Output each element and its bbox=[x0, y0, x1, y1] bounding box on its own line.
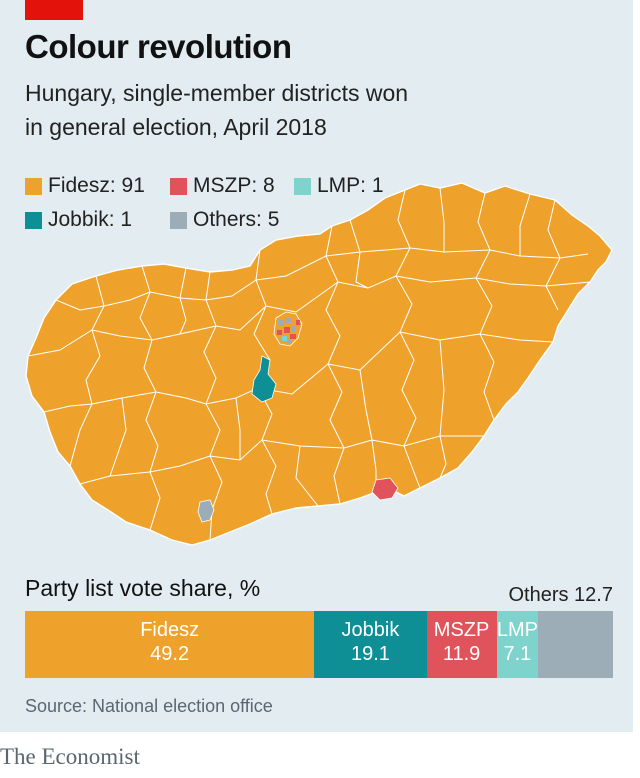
bar-segment-lmp: LMP 7.1 bbox=[496, 611, 539, 678]
bar-value-mszp: 11.9 bbox=[442, 643, 481, 665]
accent-bar bbox=[25, 0, 83, 20]
mszp-district-szeged bbox=[371, 477, 399, 501]
legend-item-lmp: LMP: 1 bbox=[294, 174, 384, 198]
source-note: Source: National election office bbox=[25, 696, 273, 716]
vote-share-title: Party list vote share, % bbox=[25, 575, 261, 601]
budapest-others-3 bbox=[291, 326, 296, 332]
legend-item-others: Others: 5 bbox=[170, 208, 279, 232]
publisher-logo: The Economist bbox=[0, 744, 140, 769]
legend-swatch-jobbik bbox=[25, 211, 42, 229]
budapest-mszp-1 bbox=[284, 327, 290, 333]
bar-segment-fidesz: Fidesz 49.2 bbox=[25, 611, 315, 678]
bar-value-fidesz: 49.2 bbox=[150, 643, 190, 665]
legend-item-jobbik: Jobbik: 1 bbox=[25, 208, 132, 232]
others-share-label: Others 12.7 bbox=[508, 584, 613, 606]
chart-card: Colour revolution Hungary, single-member… bbox=[0, 0, 633, 732]
legend-item-fidesz: Fidesz: 91 bbox=[25, 174, 145, 198]
hungary-district-map bbox=[25, 182, 613, 546]
legend-label-others: Others: 5 bbox=[193, 208, 280, 231]
legend-swatch-mszp bbox=[170, 177, 187, 195]
vote-share-bar: Fidesz 49.2 Jobbik 19.1 MSZP 11.9 LMP 7.1 bbox=[25, 611, 613, 678]
subtitle-line-1: Hungary, single-member districts won bbox=[25, 80, 409, 106]
bar-value-lmp: 7.1 bbox=[503, 643, 532, 665]
legend-label-lmp: LMP: 1 bbox=[317, 174, 384, 197]
budapest-others-4 bbox=[288, 340, 292, 344]
bar-segment-mszp: MSZP 11.9 bbox=[426, 611, 497, 678]
legend-swatch-others bbox=[170, 211, 187, 229]
legend-item-mszp: MSZP: 8 bbox=[170, 174, 275, 198]
bar-value-jobbik: 19.1 bbox=[350, 643, 390, 665]
bar-label-jobbik: Jobbik bbox=[341, 619, 400, 641]
bar-label-fidesz: Fidesz bbox=[140, 619, 200, 641]
bar-label-lmp: LMP bbox=[496, 619, 538, 641]
budapest-others-1 bbox=[278, 320, 284, 326]
others-district-pecs bbox=[197, 499, 215, 523]
bar-label-mszp: MSZP bbox=[433, 619, 490, 641]
budapest-mszp-3 bbox=[290, 334, 296, 339]
hungary-outline bbox=[25, 182, 613, 546]
budapest-mszp-4 bbox=[296, 320, 300, 325]
legend-swatch-lmp bbox=[294, 177, 311, 195]
jobbik-district-dunaujvaros bbox=[251, 355, 277, 403]
legend-label-fidesz: Fidesz: 91 bbox=[48, 174, 145, 197]
legend-swatch-fidesz bbox=[25, 177, 42, 195]
bar-segment-others bbox=[538, 611, 613, 678]
bar-segment-jobbik: Jobbik 19.1 bbox=[314, 611, 427, 678]
chart-title: Colour revolution bbox=[25, 28, 292, 65]
budapest-mszp-2 bbox=[277, 330, 282, 335]
budapest-lmp bbox=[282, 336, 287, 341]
legend-label-mszp: MSZP: 8 bbox=[193, 174, 275, 197]
legend-label-jobbik: Jobbik: 1 bbox=[48, 208, 133, 231]
budapest-others-2 bbox=[286, 318, 291, 323]
subtitle-line-2: in general election, April 2018 bbox=[25, 114, 327, 140]
